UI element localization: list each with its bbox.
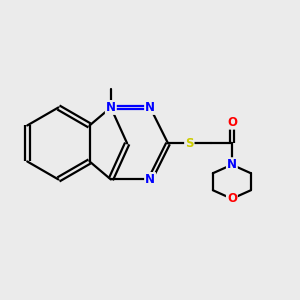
- Text: O: O: [227, 192, 237, 205]
- Text: N: N: [106, 101, 116, 114]
- Text: S: S: [185, 137, 194, 150]
- Text: N: N: [145, 173, 155, 186]
- Text: O: O: [227, 116, 237, 129]
- Text: N: N: [227, 158, 237, 171]
- Text: N: N: [145, 101, 155, 114]
